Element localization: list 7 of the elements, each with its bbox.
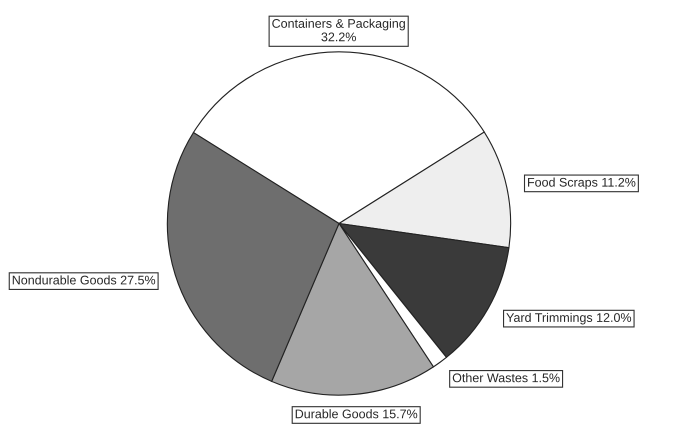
slice-label: Yard Trimmings 12.0% (506, 312, 632, 324)
data-label: 32.2% (321, 32, 356, 42)
slice-label: Nondurable Goods 27.5% (12, 275, 156, 285)
slice-label: Containers & Packaging (272, 18, 405, 30)
slice-label: Durable Goods 15.7% (296, 409, 418, 418)
slice-label: Other Wastes 1.5% (452, 373, 560, 382)
slice-label: Food Scraps 11.2% (528, 178, 636, 190)
